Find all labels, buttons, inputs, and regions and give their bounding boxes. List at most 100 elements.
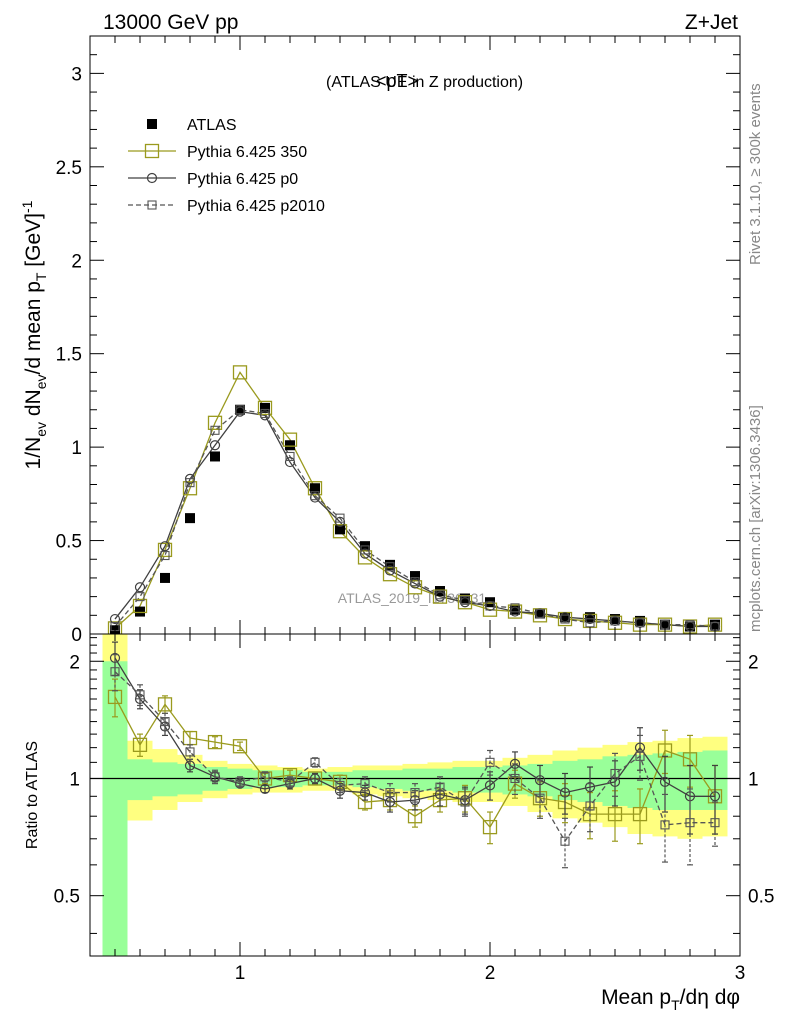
ratio-point-pythia-6-425-p2010 xyxy=(535,793,545,803)
ratio-point-pythia-6-425-p2010 xyxy=(685,818,695,828)
y-tick-label: 0.5 xyxy=(56,532,82,553)
ratio-point-pythia-6-425-350 xyxy=(632,806,648,822)
green-band-bin xyxy=(402,768,428,791)
point-pythia-6-425-p2010 xyxy=(585,618,595,628)
ratio-point-pythia-6-425-p2010 xyxy=(460,797,470,807)
y-tick-label: 0 xyxy=(71,625,82,646)
point-pythia-6-425-p2010 xyxy=(135,592,145,602)
y-tick-label: 2 xyxy=(71,251,82,272)
point-atlas xyxy=(535,608,545,619)
ratio-point-pythia-6-425-p0 xyxy=(709,791,721,802)
ratio-point-pythia-6-425-p0 xyxy=(534,775,546,786)
point-pythia-6-425-350 xyxy=(332,524,348,539)
point-atlas xyxy=(135,606,145,617)
point-pythia-6-425-p0 xyxy=(209,440,221,451)
point-atlas xyxy=(235,404,245,415)
ratio-point-pythia-6-425-p2010 xyxy=(310,757,320,767)
point-atlas xyxy=(210,451,220,462)
chart-title: <pT> xyxy=(376,71,418,91)
point-atlas xyxy=(685,621,695,632)
point-pythia-6-425-p0 xyxy=(109,613,121,625)
ratio-point-pythia-6-425-p2010 xyxy=(635,751,645,761)
point-atlas xyxy=(285,440,295,451)
ratio-point-pythia-6-425-p2010 xyxy=(235,777,245,787)
point-pythia-6-425-p2010 xyxy=(360,545,370,555)
legend-marker xyxy=(147,200,157,210)
legend-label: Pythia 6.425 p0 xyxy=(187,171,298,188)
ratio-y-tick-label-right: 0.5 xyxy=(748,887,774,908)
ratio-point-pythia-6-425-p2010 xyxy=(435,782,445,792)
ratio-point-pythia-6-425-p2010 xyxy=(110,667,120,677)
ratio-series-layer xyxy=(107,641,723,869)
ratio-point-pythia-6-425-p2010 xyxy=(485,757,495,767)
point-pythia-6-425-p2010 xyxy=(610,616,620,626)
ratio-point-pythia-6-425-p2010 xyxy=(160,717,170,727)
mcplots-label: mcplots.cern.ch [arXiv:1306.3436] xyxy=(747,405,764,632)
ratio-point-pythia-6-425-p2010 xyxy=(260,772,270,782)
point-pythia-6-425-350 xyxy=(157,542,173,558)
y-tick-label: 3 xyxy=(71,64,82,85)
ratio-point-pythia-6-425-p0 xyxy=(259,783,271,795)
legend-label: ATLAS xyxy=(187,117,237,134)
point-pythia-6-425-350 xyxy=(282,432,298,447)
point-pythia-6-425-p2010 xyxy=(335,513,345,523)
rivet-version-label: Rivet 3.1.10, ≥ 300k events xyxy=(747,83,764,265)
point-pythia-6-425-p2010 xyxy=(510,603,520,613)
header-process: Z+Jet xyxy=(685,11,738,34)
point-atlas xyxy=(585,612,595,623)
point-atlas xyxy=(260,402,270,413)
ratio-point-pythia-6-425-p2010 xyxy=(285,777,295,787)
chart-title-main: <pT> xyxy=(376,71,418,91)
point-pythia-6-425-350 xyxy=(182,481,198,496)
point-pythia-6-425-p2010 xyxy=(635,618,645,628)
point-pythia-6-425-p0 xyxy=(134,582,146,593)
point-atlas xyxy=(510,604,520,615)
x-tick-label: 3 xyxy=(735,963,746,984)
legend-label: Pythia 6.425 350 xyxy=(187,144,307,161)
point-pythia-6-425-p0 xyxy=(159,541,171,552)
ratio-point-pythia-6-425-p0 xyxy=(159,721,171,732)
ratio-point-pythia-6-425-350 xyxy=(157,697,173,712)
green-band-bin xyxy=(377,770,403,789)
y-tick-label: 2.5 xyxy=(56,158,82,179)
point-pythia-6-425-p2010 xyxy=(385,562,395,572)
point-pythia-6-425-350 xyxy=(232,365,248,380)
ratio-point-pythia-6-425-p0 xyxy=(559,787,571,798)
ratio-y-tick-label-right: 2 xyxy=(748,652,759,673)
ratio-point-pythia-6-425-p2010 xyxy=(510,773,520,784)
legend-marker xyxy=(147,119,157,129)
point-pythia-6-425-p2010 xyxy=(310,491,320,501)
point-pythia-6-425-350 xyxy=(432,589,448,604)
point-atlas xyxy=(385,559,395,570)
y-axis-label-text: 1/Nev dNev/d mean pT [GeV]-1 xyxy=(19,200,49,469)
ratio-point-pythia-6-425-p2010 xyxy=(185,747,195,757)
legend-label: Pythia 6.425 p2010 xyxy=(187,198,325,215)
point-pythia-6-425-p2010 xyxy=(435,590,445,600)
ratio-y-axis-title: Ratio to ATLAS xyxy=(24,741,41,849)
point-atlas xyxy=(460,593,470,604)
chart-subtitle: (ATLAS UE in Z production) xyxy=(326,74,523,91)
ratio-point-pythia-6-425-350 xyxy=(132,737,148,753)
ratio-point-pythia-6-425-p2010 xyxy=(710,818,720,828)
point-atlas xyxy=(310,483,320,494)
point-atlas xyxy=(160,572,170,583)
ratio-point-pythia-6-425-p2010 xyxy=(410,788,420,798)
ratio-point-pythia-6-425-p2010 xyxy=(585,801,595,811)
point-atlas xyxy=(335,524,345,535)
x-tick-label: 2 xyxy=(485,963,496,984)
ratio-y-tick-label: 1 xyxy=(69,769,80,790)
y-tick-label: 1 xyxy=(71,438,82,459)
point-pythia-6-425-350 xyxy=(457,595,473,610)
point-atlas xyxy=(710,619,720,630)
ratio-point-pythia-6-425-350 xyxy=(607,806,623,822)
point-pythia-6-425-p2010 xyxy=(210,425,220,435)
ratio-point-pythia-6-425-p0 xyxy=(309,773,321,784)
point-pythia-6-425-p0 xyxy=(284,456,296,468)
point-pythia-6-425-p2010 xyxy=(460,595,470,605)
ratio-point-pythia-6-425-p2010 xyxy=(560,836,570,846)
ratio-point-pythia-6-425-350 xyxy=(207,734,223,750)
analysis-watermark: ATLAS_2019_I1736531 xyxy=(338,590,487,606)
main-series-layer xyxy=(107,365,723,636)
ratio-point-pythia-6-425-p2010 xyxy=(610,768,620,779)
